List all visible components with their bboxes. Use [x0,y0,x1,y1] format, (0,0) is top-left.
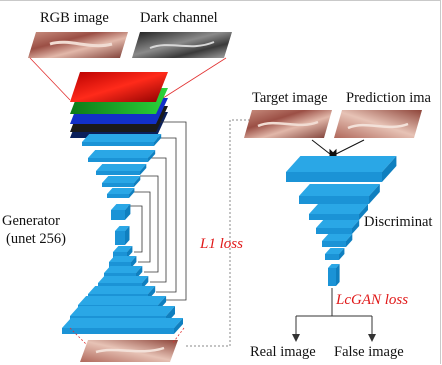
decoder-layer-8 [62,318,183,334]
discriminator-label: Discriminat [364,214,433,230]
discriminator-input-arrows [311,139,365,158]
dark-channel-thumbnail [132,32,232,58]
rgb-image-label: RGB image [40,10,109,26]
dark-channel-label: Dark channel [140,10,218,26]
false-image-label: False image [334,344,404,360]
discriminator-layer-1 [286,156,397,182]
skip-connections [128,121,187,301]
prediction-image-label: Prediction ima [346,90,431,106]
encoder-layer-6 [111,204,131,220]
encoder-layer-7 [115,226,130,245]
rgb-image-thumbnail [28,32,128,58]
output-projection-lines [69,327,185,345]
prediction-image-thumbnail [334,110,422,138]
encoder-layer-4 [102,176,141,187]
target-image-label: Target image [252,90,328,106]
discriminator-output-branch [295,288,373,336]
decoder-layer-2 [109,256,137,268]
false-arrowhead [368,334,376,342]
real-arrowhead [292,334,300,342]
target-image-thumbnail [244,110,332,138]
discriminator-layer-2 [299,184,380,204]
discriminator-layer-6 [325,248,345,260]
lcgan-loss-label: LcGAN loss [336,292,409,308]
discriminator-layer-3 [309,204,368,220]
encoder-layer-2 [88,150,156,162]
discriminator-layer-7 [328,264,340,286]
discriminator-layer-4 [316,220,360,234]
encoder-layer-5 [107,188,135,198]
input-channel-stack [70,72,168,138]
l1-loss-label: L1 loss [200,236,243,252]
input-projection-lines [29,57,227,101]
encoder-layer-3 [96,164,147,175]
discriminator-layers [286,156,397,286]
generator-architecture-label: (unet 256) [6,231,66,247]
l1-loss-connector [186,119,256,347]
discriminator-layer-5 [322,234,353,247]
generator-label: Generator [2,213,60,229]
generator-layers [62,134,183,334]
decoder-layer-1 [113,246,133,258]
encoder-layer-1 [82,134,162,146]
real-image-label: Real image [250,344,316,360]
output-image-thumbnail [80,340,178,362]
